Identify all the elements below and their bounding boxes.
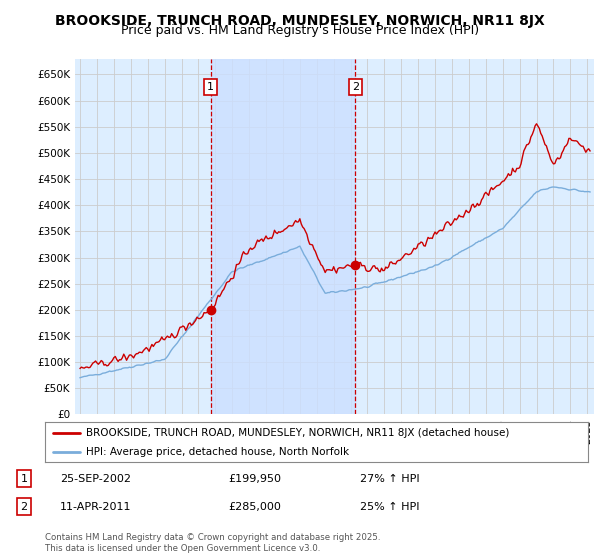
Text: Price paid vs. HM Land Registry's House Price Index (HPI): Price paid vs. HM Land Registry's House … (121, 24, 479, 37)
Text: 27% ↑ HPI: 27% ↑ HPI (360, 474, 419, 484)
Text: 11-APR-2011: 11-APR-2011 (60, 502, 131, 512)
Text: HPI: Average price, detached house, North Norfolk: HPI: Average price, detached house, Nort… (86, 447, 349, 457)
Text: 25-SEP-2002: 25-SEP-2002 (60, 474, 131, 484)
Text: 1: 1 (207, 82, 214, 92)
Text: £199,950: £199,950 (228, 474, 281, 484)
Text: £285,000: £285,000 (228, 502, 281, 512)
Text: 1: 1 (20, 474, 28, 484)
Text: Contains HM Land Registry data © Crown copyright and database right 2025.
This d: Contains HM Land Registry data © Crown c… (45, 533, 380, 553)
Bar (211, 59, 355, 414)
Text: BROOKSIDE, TRUNCH ROAD, MUNDESLEY, NORWICH, NR11 8JX: BROOKSIDE, TRUNCH ROAD, MUNDESLEY, NORWI… (55, 14, 545, 28)
Text: BROOKSIDE, TRUNCH ROAD, MUNDESLEY, NORWICH, NR11 8JX (detached house): BROOKSIDE, TRUNCH ROAD, MUNDESLEY, NORWI… (86, 428, 509, 438)
Text: 25% ↑ HPI: 25% ↑ HPI (360, 502, 419, 512)
Text: 2: 2 (20, 502, 28, 512)
Text: 2: 2 (352, 82, 359, 92)
